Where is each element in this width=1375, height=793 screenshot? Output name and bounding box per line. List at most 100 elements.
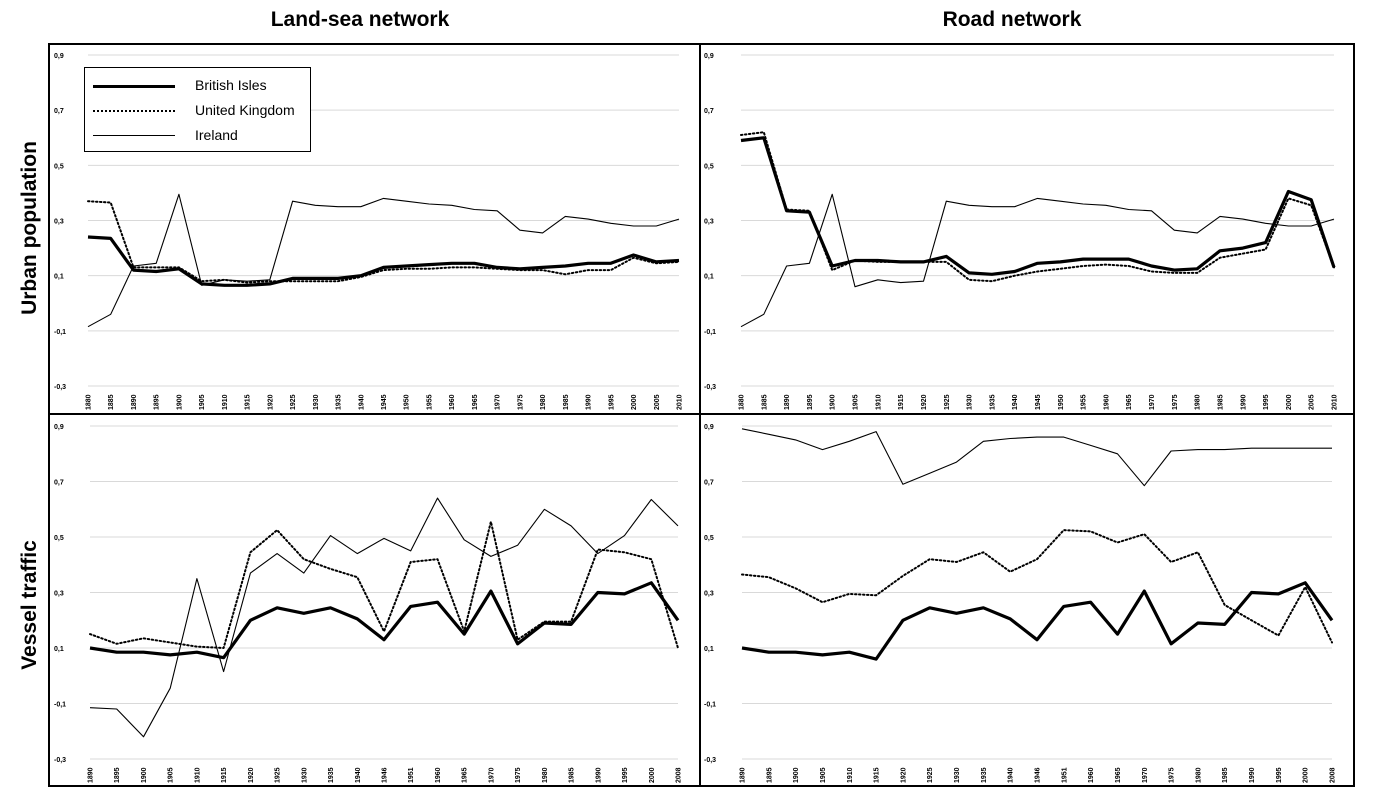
- y-tick-label: 0,5: [704, 535, 714, 542]
- x-tick-label: 2005: [654, 394, 661, 410]
- x-tick-label: 1950: [404, 394, 411, 410]
- y-tick-label: 0,3: [704, 219, 714, 226]
- x-tick-label: 1915: [898, 394, 905, 410]
- x-tick-label: 1920: [248, 767, 255, 783]
- x-tick-label: 1895: [154, 394, 161, 410]
- x-tick-label: 1920: [921, 394, 928, 410]
- y-tick-label: 0,1: [54, 646, 64, 653]
- x-tick-label: 1920: [900, 767, 907, 783]
- y-tick-label: 0,7: [54, 108, 64, 115]
- x-tick-label: 1930: [301, 767, 308, 783]
- x-tick-label: 2008: [1330, 767, 1337, 783]
- x-tick-label: 1925: [290, 394, 297, 410]
- column-title-road: Road network: [942, 8, 1082, 31]
- x-tick-label: 1930: [967, 394, 974, 410]
- x-tick-label: 1960: [1103, 394, 1110, 410]
- x-tick-label: 1905: [853, 394, 860, 410]
- y-tick-label: -0,3: [704, 384, 716, 391]
- x-tick-label: 1880: [739, 394, 746, 410]
- x-tick-label: 1995: [622, 767, 629, 783]
- x-tick-label: 1905: [199, 394, 206, 410]
- x-tick-label: 1995: [1263, 394, 1270, 410]
- legend-label: British Isles: [195, 77, 267, 93]
- legend: British Isles United Kingdom Ireland: [84, 67, 311, 152]
- y-tick-label: 0,7: [704, 108, 714, 115]
- x-tick-label: 1965: [1126, 394, 1133, 410]
- x-tick-label: 2005: [1309, 394, 1316, 410]
- legend-item-british-isles: British Isles: [85, 74, 310, 98]
- x-tick-label: 1970: [495, 394, 502, 410]
- legend-item-united-kingdom: United Kingdom: [85, 99, 310, 123]
- series-line-british-isles: [89, 581, 680, 660]
- x-tick-label: 1925: [944, 394, 951, 410]
- x-tick-label: 1945: [381, 394, 388, 410]
- x-tick-label: 1910: [222, 394, 229, 410]
- x-tick-label: 1890: [131, 394, 138, 410]
- y-tick-label: -0,1: [704, 329, 716, 336]
- x-tick-label: 1965: [462, 767, 469, 783]
- x-tick-label: 1915: [245, 394, 252, 410]
- x-tick-label: 1915: [221, 767, 228, 783]
- x-tick-label: 1960: [1088, 767, 1095, 783]
- y-tick-label: 0,1: [54, 274, 64, 281]
- series-line-united-kingdom: [87, 200, 680, 284]
- x-tick-label: 1965: [472, 394, 479, 410]
- x-tick-label: 1925: [275, 767, 282, 783]
- y-tick-label: -0,3: [54, 384, 66, 391]
- y-tick-label: 0,7: [54, 480, 64, 487]
- y-tick-label: 0,3: [54, 591, 64, 598]
- x-tick-label: 1960: [435, 767, 442, 783]
- y-tick-label: 0,5: [54, 163, 64, 170]
- x-tick-label: 1940: [358, 394, 365, 410]
- y-tick-label: 0,1: [704, 646, 714, 653]
- x-tick-label: 1910: [194, 767, 201, 783]
- x-tick-label: 1995: [1276, 767, 1283, 783]
- x-tick-label: 1945: [1035, 394, 1042, 410]
- y-tick-label: -0,3: [54, 757, 66, 764]
- x-tick-label: 1940: [1012, 394, 1019, 410]
- legend-label: Ireland: [195, 127, 238, 143]
- x-tick-label: 2000: [631, 394, 638, 410]
- x-tick-label: 1980: [542, 767, 549, 783]
- x-tick-label: 1940: [1008, 767, 1015, 783]
- x-tick-label: 1985: [563, 394, 570, 410]
- series-line-ireland: [741, 428, 1332, 487]
- x-tick-label: 1900: [830, 394, 837, 410]
- x-tick-label: 1955: [426, 394, 433, 410]
- x-tick-label: 1895: [807, 394, 814, 410]
- x-tick-label: 1975: [515, 767, 522, 783]
- x-tick-label: 1985: [1217, 394, 1224, 410]
- x-tick-label: 1955: [1081, 394, 1088, 410]
- x-tick-label: 1980: [1195, 767, 1202, 783]
- x-tick-label: 1935: [328, 767, 335, 783]
- column-title-landsea: Land-sea network: [270, 8, 450, 31]
- x-tick-label: 1990: [1240, 394, 1247, 410]
- y-tick-label: 0,9: [54, 53, 64, 60]
- x-tick-label: 2010: [1332, 394, 1339, 410]
- x-tick-label: 1885: [108, 394, 115, 410]
- legend-swatch-thin: [93, 135, 175, 136]
- y-tick-label: 0,1: [704, 274, 714, 281]
- x-tick-label: 1880: [86, 394, 93, 410]
- series-line-united-kingdom: [741, 529, 1333, 644]
- legend-swatch-dotted: [93, 110, 175, 112]
- x-tick-label: 1980: [1195, 394, 1202, 410]
- x-tick-label: 1990: [586, 394, 593, 410]
- x-tick-label: 1965: [1115, 767, 1122, 783]
- series-line-united-kingdom: [740, 131, 1335, 283]
- series-line-ireland: [89, 497, 679, 738]
- x-tick-label: 1946: [1035, 767, 1042, 783]
- series-line-ireland: [740, 193, 1335, 328]
- x-tick-label: 1900: [141, 767, 148, 783]
- x-tick-label: 2000: [1286, 394, 1293, 410]
- x-tick-label: 1885: [761, 394, 768, 410]
- x-tick-label: 1895: [114, 767, 121, 783]
- y-tick-label: 0,7: [704, 480, 714, 487]
- y-tick-label: -0,1: [54, 702, 66, 709]
- series-line-british-isles: [741, 581, 1334, 661]
- x-tick-label: 1970: [488, 767, 495, 783]
- x-tick-label: 1985: [1222, 767, 1229, 783]
- x-tick-label: 2010: [677, 394, 684, 410]
- y-tick-label: 0,9: [704, 424, 714, 431]
- x-tick-label: 1980: [540, 394, 547, 410]
